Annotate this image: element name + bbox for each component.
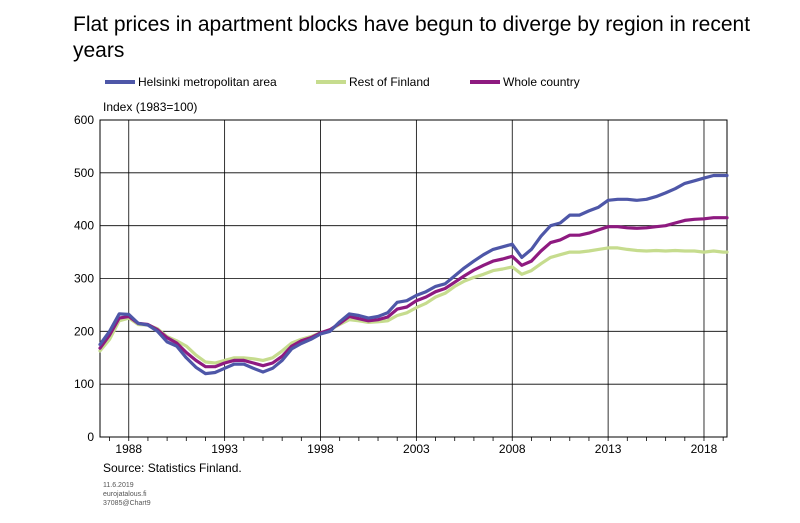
legend-label-rest-of-finland: Rest of Finland [349,75,430,89]
footer-meta: 11.6.2019 eurojatalous.fi 37085@Chart9 [103,481,151,508]
y-tick-label-400: 400 [74,219,94,233]
legend-item-whole-country: Whole country [470,75,580,89]
y-tick-label-600: 600 [74,113,94,127]
x-tick-label-1988: 1988 [115,442,142,456]
legend-swatch-helsinki [105,80,135,84]
x-tick-label-2008: 2008 [499,442,526,456]
footer-site: eurojatalous.fi [103,491,147,498]
legend-swatch-rest-of-finland [316,80,346,84]
footer-chart-id: 37085@Chart9 [103,500,151,507]
y-axis-label: Index (1983=100) [103,100,198,114]
y-tick-label-0: 0 [87,430,94,444]
series-line-rest-of-finland [98,246,729,365]
y-tick-label-500: 500 [74,166,94,180]
legend-swatch-whole-country [470,80,500,84]
y-tick-label-300: 300 [74,272,94,286]
footer-date: 11.6.2019 [103,482,134,489]
legend: Helsinki metropolitan area Rest of Finla… [0,75,800,93]
y-tick-label-100: 100 [74,377,94,391]
x-tick-label-1998: 1998 [307,442,334,456]
legend-item-helsinki: Helsinki metropolitan area [105,75,277,89]
x-tick-label-1993: 1993 [211,442,238,456]
series-line-whole-country [98,216,729,369]
x-tick-label-2013: 2013 [595,442,622,456]
legend-label-helsinki: Helsinki metropolitan area [138,75,277,89]
chart-title: Flat prices in apartment blocks have beg… [73,13,751,62]
series-line-helsinki [98,173,729,376]
source-note: Source: Statistics Finland. [103,461,242,475]
legend-label-whole-country: Whole country [503,75,580,89]
y-tick-label-200: 200 [74,324,94,338]
plot-frame [99,119,728,438]
legend-item-rest-of-finland: Rest of Finland [316,75,430,89]
x-tick-label-2003: 2003 [403,442,430,456]
x-tick-label-2018: 2018 [691,442,718,456]
